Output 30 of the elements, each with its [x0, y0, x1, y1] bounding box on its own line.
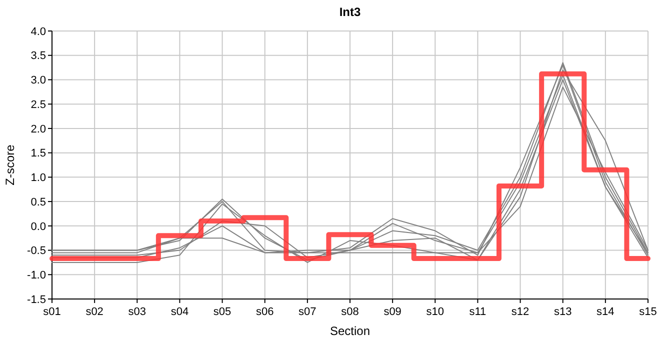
- y-tick-label: 0.5: [30, 196, 46, 208]
- x-tick-label: s10: [426, 306, 444, 318]
- y-axis-title: Z-score: [3, 144, 17, 186]
- x-tick-label: s15: [639, 306, 657, 318]
- x-tick-label: s13: [554, 306, 572, 318]
- x-tick-label: s01: [43, 306, 61, 318]
- y-tick-label: 4.0: [30, 26, 46, 38]
- y-tick-label: 3.0: [30, 74, 46, 87]
- y-tick-label: -1.0: [27, 269, 46, 282]
- x-tick-label: s06: [256, 306, 274, 318]
- x-tick-label: s02: [86, 306, 104, 318]
- y-tick-label: 0.0: [30, 220, 46, 233]
- x-tick-label: s05: [213, 306, 232, 318]
- x-tick-label: s07: [298, 306, 316, 318]
- y-tick-label: 2.0: [30, 123, 46, 136]
- x-tick-label: s08: [341, 306, 359, 318]
- x-tick-label: s03: [128, 306, 146, 318]
- y-tick-label: 2.5: [30, 98, 46, 111]
- y-tick-label: -1.5: [27, 294, 46, 306]
- x-tick-label: s09: [384, 306, 402, 318]
- x-tick-label: s12: [511, 306, 530, 318]
- x-tick-label: s14: [596, 306, 614, 318]
- y-tick-label: 3.5: [30, 50, 46, 62]
- x-axis-title: Section: [330, 324, 370, 338]
- x-tick-label: s04: [170, 306, 189, 318]
- y-tick-label: 1.5: [30, 148, 46, 160]
- y-tick-label: 1.0: [30, 172, 46, 184]
- chart-title: Int3: [339, 5, 361, 19]
- y-tick-label: -0.5: [27, 245, 46, 258]
- x-tick-label: s11: [469, 306, 486, 318]
